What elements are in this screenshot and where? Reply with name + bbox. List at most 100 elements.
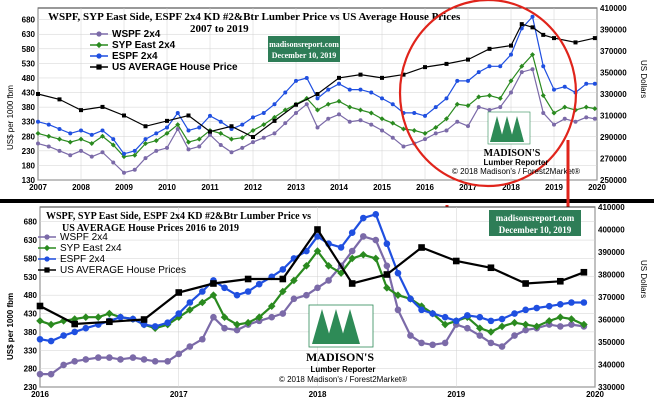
- data-point: [314, 233, 321, 240]
- data-point: [175, 310, 183, 317]
- data-point: [418, 339, 425, 347]
- data-point: [545, 302, 553, 310]
- data-point: [444, 116, 449, 122]
- data-point: [279, 275, 287, 283]
- x-tick-label: 2013: [287, 183, 305, 192]
- data-point: [240, 122, 245, 127]
- data-point: [444, 128, 449, 133]
- data-point: [251, 140, 255, 145]
- data-point: [358, 87, 363, 92]
- data-point: [143, 141, 148, 147]
- data-point: [497, 95, 503, 101]
- y-right-tick-label: 370000: [600, 47, 627, 56]
- data-point: [60, 361, 67, 369]
- data-point: [46, 144, 51, 149]
- data-point: [196, 136, 202, 142]
- y-tick-label: 680: [24, 218, 38, 227]
- data-point: [532, 322, 541, 331]
- data-point: [140, 321, 148, 328]
- data-point: [100, 133, 105, 139]
- data-point: [336, 98, 342, 104]
- data-point: [510, 318, 519, 327]
- y-tick-label: 380: [24, 328, 38, 337]
- top-chart: 130 180 230 280 330 380 430 480 530 580 630 680 250…: [6, 0, 648, 192]
- legend-swatch-marker: [44, 267, 50, 273]
- legend-label: ESPF 2x4: [60, 254, 105, 265]
- data-point: [132, 152, 138, 158]
- data-point: [255, 313, 264, 322]
- x-tick-label: 2009: [115, 183, 133, 192]
- x-tick-label: 2016: [416, 183, 434, 192]
- top-badge: madisonsreport.com December 10, 2019: [268, 36, 340, 62]
- data-point: [498, 322, 506, 331]
- legend-label: WSPF 2x4: [60, 232, 108, 243]
- data-point: [36, 370, 44, 378]
- y-tick-label: 580: [24, 254, 38, 263]
- top-badge-background: [268, 36, 340, 62]
- data-point: [100, 150, 105, 155]
- data-point: [348, 280, 356, 287]
- y-tick-label: 430: [22, 89, 36, 98]
- data-point: [151, 323, 159, 330]
- data-point: [240, 145, 245, 150]
- x-tick-label: 2007: [29, 183, 47, 192]
- data-point: [140, 316, 148, 323]
- data-point: [143, 124, 148, 129]
- data-point: [100, 104, 105, 109]
- data-point: [140, 356, 148, 363]
- data-point: [487, 108, 492, 113]
- data-point: [290, 276, 298, 285]
- data-point: [337, 244, 345, 251]
- data-point: [154, 148, 159, 153]
- data-point: [303, 291, 310, 299]
- data-point: [383, 271, 391, 278]
- data-point: [380, 75, 384, 80]
- series-syp: [35, 52, 598, 160]
- data-point: [557, 323, 564, 330]
- data-point: [455, 119, 460, 124]
- data-point: [429, 341, 436, 349]
- data-point: [580, 268, 588, 276]
- data-point: [592, 36, 597, 41]
- data-point: [380, 96, 384, 101]
- data-point: [143, 156, 148, 161]
- x-tick-label: 2019: [545, 183, 563, 192]
- y-right-tick-label: 330000: [598, 383, 625, 392]
- y-tick-label: 280: [22, 132, 36, 141]
- data-point: [418, 244, 425, 251]
- data-point: [279, 287, 287, 296]
- bottom-y-right-axis-label: US Dollars: [639, 260, 648, 298]
- data-point: [580, 320, 588, 329]
- legend-swatch-marker: [96, 53, 102, 59]
- data-point: [567, 315, 576, 323]
- data-point: [294, 110, 298, 115]
- data-point: [94, 313, 103, 322]
- top-y-right-tick-labels: 250000 270000 290000 310000 330000 350000 3700…: [600, 4, 627, 185]
- data-point: [46, 133, 52, 139]
- bottom-badge-background: [489, 210, 581, 236]
- data-point: [476, 332, 484, 339]
- data-point: [358, 107, 363, 113]
- data-point: [250, 127, 256, 133]
- y-right-tick-label: 290000: [600, 133, 627, 142]
- data-point: [233, 291, 241, 299]
- data-point: [175, 122, 181, 128]
- data-point: [530, 67, 535, 72]
- data-point: [315, 107, 320, 113]
- data-point: [487, 64, 492, 69]
- data-point: [476, 94, 482, 100]
- x-tick-label: 2008: [72, 183, 90, 192]
- data-point: [383, 240, 391, 248]
- data-point: [186, 343, 194, 350]
- data-point: [122, 170, 126, 175]
- data-point: [369, 90, 374, 95]
- data-point: [229, 124, 234, 129]
- y-tick-label: 480: [22, 74, 36, 83]
- data-point: [552, 122, 556, 127]
- y-right-tick-label: 390000: [600, 26, 627, 35]
- x-tick-label: 2020: [586, 390, 604, 399]
- data-point: [272, 102, 277, 107]
- data-point: [59, 317, 68, 325]
- data-point: [261, 122, 267, 128]
- data-point: [423, 65, 427, 70]
